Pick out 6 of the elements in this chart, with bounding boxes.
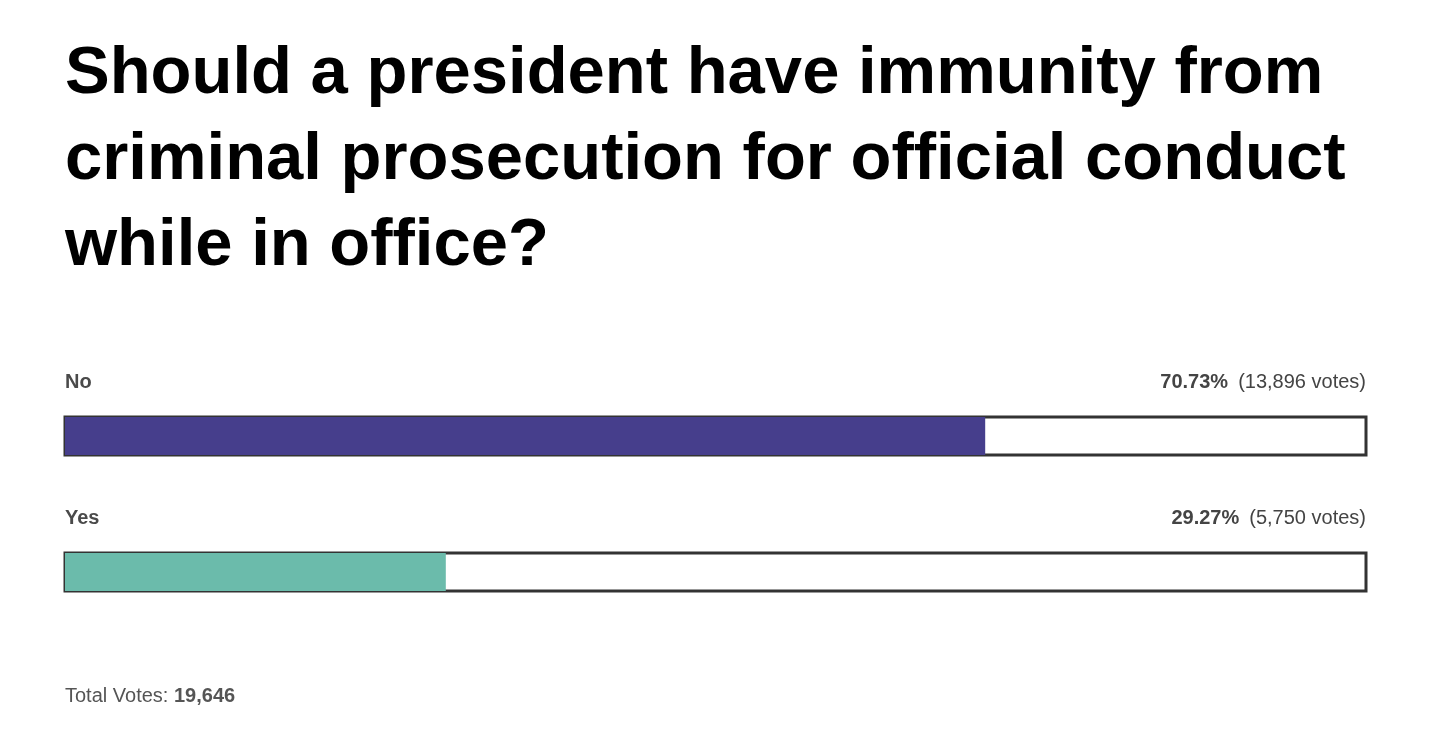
y-tick-label: Yes — [65, 506, 100, 528]
text: Total Votes: 19,646 — [65, 684, 236, 706]
data-label: 70.73% (13,896 votes) — [1160, 370, 1366, 392]
data-label: 29.27% (5,750 votes) — [1171, 506, 1366, 528]
chart-title: Should a president have immunity from criminal prosecution for official conduct while in office? — [65, 31, 1347, 281]
y-tick-label: No — [65, 370, 92, 392]
